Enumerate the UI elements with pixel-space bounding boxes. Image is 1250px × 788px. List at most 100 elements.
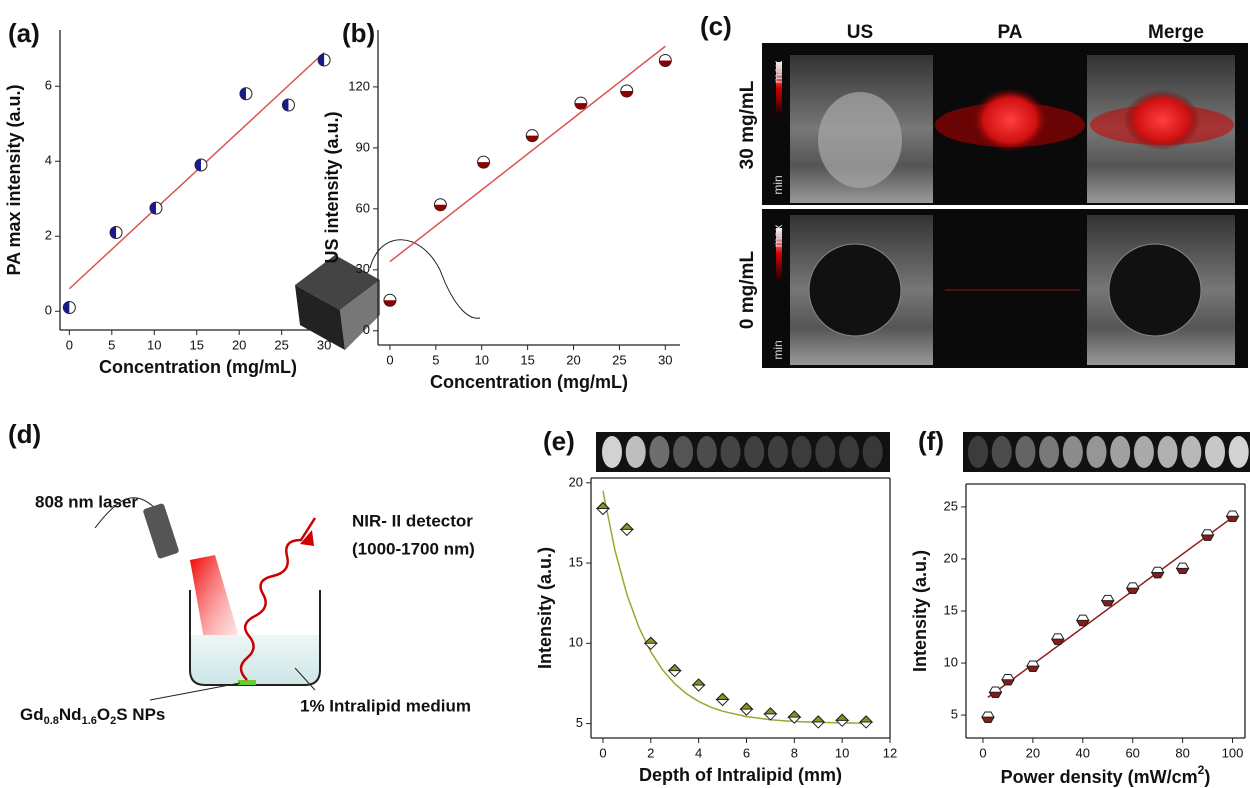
y-tick-label: 4 — [45, 153, 52, 168]
marker-fill — [149, 202, 156, 215]
strip-spot — [720, 436, 741, 468]
strip-spot — [673, 436, 694, 468]
x-tick-label: 30 — [658, 352, 672, 367]
x-tick-label: 40 — [1076, 745, 1090, 760]
marker-fill — [858, 715, 874, 723]
diagram-label: 808 nm laser — [35, 492, 138, 511]
y-axis-label: Intensity (a.u.) — [535, 547, 555, 669]
fit-line — [602, 490, 867, 724]
data-point — [787, 710, 802, 724]
data-point — [525, 129, 539, 143]
y-tick-label: 30 — [356, 261, 370, 276]
y-tick-label: 20 — [569, 474, 583, 489]
data-point — [619, 522, 635, 537]
x-tick-label: 15 — [520, 352, 534, 367]
panel-label: (b) — [342, 18, 375, 48]
x-tick-label: 20 — [1026, 745, 1040, 760]
marker-fill — [1225, 515, 1240, 522]
scale-label: min — [771, 175, 785, 194]
data-point — [981, 711, 995, 723]
diagram-label: Gd0.8Nd1.6O2S NPs — [20, 705, 165, 726]
y-tick-label: 2 — [45, 228, 52, 243]
data-point — [763, 707, 778, 721]
strip-spot — [1133, 436, 1154, 468]
cable — [369, 239, 481, 319]
strip-spot — [1157, 436, 1178, 468]
strip-spot — [839, 436, 859, 468]
data-point — [281, 98, 295, 112]
x-tick-label: 0 — [979, 745, 986, 760]
data-point — [643, 636, 659, 651]
marker-fill — [63, 301, 70, 314]
strip-spot — [1181, 436, 1202, 468]
x-tick-label: 25 — [274, 337, 288, 352]
label-part: Power density (mW/cm — [1001, 767, 1198, 787]
x-tick-label: 60 — [1125, 745, 1139, 760]
data-point — [1075, 614, 1090, 627]
x-tick-label: 80 — [1175, 745, 1189, 760]
column-header: Merge — [1148, 22, 1204, 43]
x-axis-label: Concentration (mg/mL) — [430, 372, 628, 392]
data-point — [1050, 633, 1065, 645]
x-tick-label: 10 — [835, 745, 849, 760]
marker-fill — [239, 87, 246, 100]
data-point — [317, 53, 331, 67]
data-point — [1150, 566, 1165, 579]
strip-spot — [1086, 436, 1107, 468]
strip-spot — [1039, 436, 1060, 468]
marker-fill — [715, 692, 730, 700]
data-point — [715, 692, 730, 707]
y-tick-label: 15 — [569, 554, 583, 569]
data-point — [739, 702, 754, 716]
marker-fill — [619, 522, 635, 530]
marker-fill — [595, 501, 611, 509]
data-point — [1100, 594, 1115, 607]
label-sup: 2 — [1198, 763, 1205, 777]
x-tick-label: 0 — [66, 337, 73, 352]
y-tick-label: 6 — [45, 78, 52, 93]
leader — [294, 667, 316, 691]
x-tick-label: 8 — [791, 745, 798, 760]
data-point — [988, 686, 1003, 698]
fit-line — [389, 45, 666, 263]
x-tick-label: 30 — [317, 337, 331, 352]
data-point — [811, 715, 826, 729]
marker-fill — [763, 707, 778, 715]
strip-spot — [791, 436, 812, 468]
y-tick-label: 0 — [363, 322, 370, 337]
data-point — [1026, 660, 1040, 672]
y-axis-label: PA max intensity (a.u.) — [4, 84, 24, 275]
data-point — [1225, 510, 1240, 522]
marker-fill — [574, 103, 587, 110]
strip-spot — [1205, 436, 1225, 468]
marker-fill — [667, 663, 682, 672]
x-axis-label: Concentration (mg/mL) — [99, 357, 297, 377]
marker-fill — [194, 159, 201, 171]
data-point — [658, 53, 672, 67]
fit-line — [987, 516, 1233, 699]
column-header: PA — [998, 22, 1023, 43]
strip-spot — [1062, 436, 1083, 468]
y-tick-label: 0 — [45, 303, 52, 318]
color-bar — [776, 62, 782, 114]
y-axis-label: US intensity (a.u.) — [322, 111, 342, 263]
medium — [190, 635, 320, 685]
y-tick-label: 90 — [356, 139, 370, 154]
scale-label: min — [771, 340, 785, 359]
marker-fill — [1075, 619, 1090, 627]
strip-spot — [767, 436, 788, 468]
panel-label: (e) — [543, 426, 575, 456]
detector — [295, 285, 345, 350]
pa-signal — [1124, 90, 1200, 150]
x-tick-label: 6 — [743, 745, 750, 760]
marker-fill — [739, 702, 754, 710]
pa-signal — [972, 88, 1048, 152]
x-tick-label: 20 — [566, 352, 580, 367]
data-point — [1125, 582, 1140, 594]
cable — [94, 497, 156, 529]
strip-spot — [1015, 436, 1036, 468]
fit-line — [68, 51, 325, 290]
marker-fill — [988, 691, 1003, 698]
marker-fill — [620, 90, 633, 97]
row-label: 30 mg/mL — [737, 80, 758, 169]
